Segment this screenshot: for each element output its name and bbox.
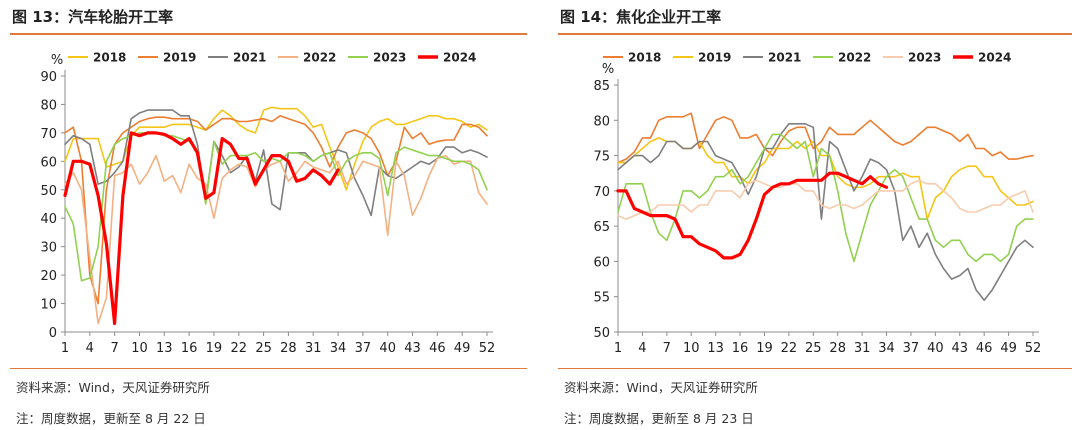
x-tick-label: 28 [280,341,297,356]
legend-label-2018: 2018 [628,51,661,65]
x-tick-label: 10 [131,341,148,356]
chart-title: 图 13：汽车轮胎开工率 [12,8,174,26]
y-tick-label: 70 [593,185,610,200]
x-tick-label: 46 [429,341,446,356]
y-tick-label: 90 [40,70,57,85]
y-tick-label: 80 [593,114,610,129]
legend-label-2019: 2019 [698,51,731,65]
x-tick-label: 13 [707,341,724,356]
x-tick-label: 16 [181,341,198,356]
series-line-2024 [63,131,340,326]
x-tick-label: 43 [404,341,421,356]
x-tick-label: 31 [305,341,322,356]
coking-utilization-chart: % 50 55 60 65 70 75 80 85 1 4 7 10 13 16 19 22 25 28 31 34 37… [593,51,1042,357]
y-tick-label: 85 [593,79,610,94]
series-line-2019 [64,115,488,305]
legend-label-2021: 2021 [233,51,266,65]
legend-label-2018: 2018 [93,51,126,65]
legend-label-2023: 2023 [908,51,941,65]
y-tick-label: 40 [40,212,57,227]
x-tick-label: 43 [951,341,968,356]
source-note: 资料来源：Wind，天风证券研究所 [564,380,758,395]
x-tick-label: 16 [732,341,749,356]
x-tick-label: 31 [854,341,871,356]
x-tick-label: 22 [781,341,798,356]
x-tick-label: 49 [454,341,471,356]
y-tick-label: 50 [593,326,610,341]
x-tick-label: 49 [1000,341,1017,356]
y-tick-label: 70 [40,127,57,142]
x-tick-label: 37 [355,341,372,356]
y-tick-label: 10 [40,298,57,313]
chart-panel-coking: 图 14：焦化企业开工率 % 50 55 60 65 70 75 80 85 1 4 7 10 13 16 1… [548,0,1080,430]
x-tick-label: 34 [878,341,895,356]
y-tick-label: 20 [40,269,57,284]
legend-label-2021: 2021 [768,51,801,65]
x-tick-label: 7 [663,341,671,356]
x-tick-label: 40 [379,341,396,356]
y-tick-label: 75 [593,150,610,165]
series-line-2021 [64,109,488,217]
x-tick-label: 25 [255,341,272,356]
x-tick-label: 7 [111,341,119,356]
chart-title: 图 14：焦化企业开工率 [560,8,722,26]
series-line-2023 [617,179,1034,220]
series-line-2024 [616,171,889,260]
legend-label-2023: 2023 [373,51,406,65]
y-tick-label: 55 [593,291,610,306]
x-tick-label: 22 [230,341,247,356]
chart-panel-tire: 图 13：汽车轮胎开工率 % 0 10 20 30 40 50 60 70 80 90 1 4 7 10 13… [0,0,535,430]
x-tick-label: 4 [86,341,94,356]
title-divider [10,33,527,35]
x-tick-label: 34 [330,341,347,356]
y-tick-label: 0 [49,326,57,341]
tire-utilization-chart: % 0 10 20 30 40 50 60 70 80 90 1 4 7 10 13 16 19 22 25 28 31 3… [40,51,496,357]
legend-label-2022: 2022 [838,51,871,65]
source-note: 资料来源：Wind，天风证券研究所 [16,380,210,395]
legend-label-2024: 2024 [443,51,476,65]
x-tick-label: 4 [638,341,646,356]
y-tick-label: 80 [40,98,57,113]
footer-divider [558,368,1072,369]
x-tick-label: 25 [805,341,822,356]
y-tick-label: 50 [40,184,57,199]
x-tick-label: 13 [156,341,173,356]
series-line-2022 [64,154,488,325]
x-tick-label: 1 [61,341,69,356]
series-line-2021 [617,123,1034,302]
x-tick-label: 52 [479,341,496,356]
y-axis-unit: % [51,53,63,68]
series-line-2018 [617,112,1034,164]
x-tick-label: 10 [683,341,700,356]
x-tick-label: 40 [927,341,944,356]
legend-label-2022: 2022 [303,51,336,65]
x-tick-label: 19 [756,341,773,356]
y-tick-label: 60 [593,255,610,270]
x-tick-label: 37 [903,341,920,356]
legend-label-2019: 2019 [163,51,196,65]
series-line-2018 [64,106,488,191]
legend-label-2024: 2024 [978,51,1011,65]
x-tick-label: 1 [614,341,622,356]
series-line-2022 [617,133,1034,263]
y-tick-label: 65 [593,220,610,235]
y-axis-unit: % [602,62,614,77]
footer-divider [10,368,527,369]
x-tick-label: 46 [976,341,993,356]
update-note: 注：周度数据，更新至 8 月 23 日 [564,411,754,426]
y-tick-label: 60 [40,155,57,170]
title-divider [558,33,1072,35]
update-note: 注：周度数据，更新至 8 月 22 日 [16,411,206,426]
x-tick-label: 28 [829,341,846,356]
y-tick-label: 30 [40,241,57,256]
x-tick-label: 52 [1025,341,1042,356]
x-tick-label: 19 [206,341,223,356]
